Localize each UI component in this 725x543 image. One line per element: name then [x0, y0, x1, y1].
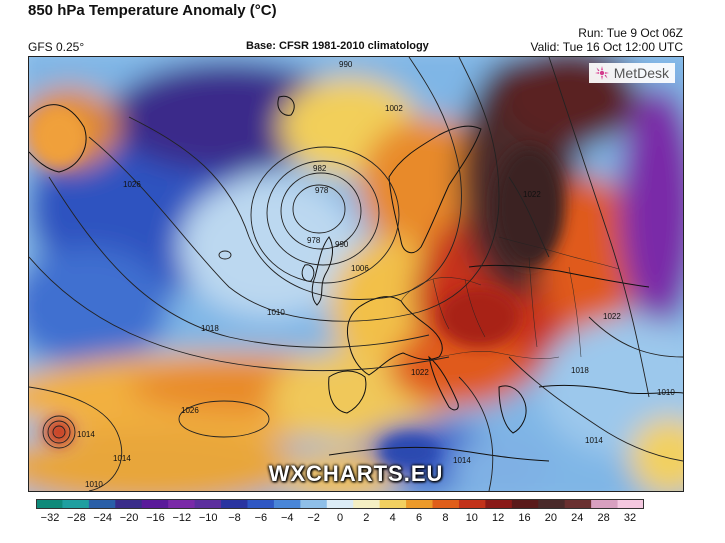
temperature-anomaly-map: 982 978 978 990 1002 1006 1010 1018 1026…	[28, 56, 684, 492]
colorbar-swatch	[458, 499, 486, 509]
colorbar-tick-label: −6	[254, 512, 268, 524]
isobar-label: 1010	[85, 480, 103, 489]
colorbar-tick-label: −20	[119, 512, 139, 524]
metdesk-logo-icon	[594, 66, 609, 80]
colorbar-swatch	[406, 499, 434, 509]
climatology-base-label: Base: CFSR 1981-2010 climatology	[246, 40, 429, 52]
anomaly-field	[29, 57, 683, 491]
colorbar-tick-label: −12	[172, 512, 192, 524]
colorbar-swatch	[538, 499, 566, 509]
isobar-label: 982	[313, 164, 327, 173]
isobars	[29, 57, 683, 491]
colorbar-swatch	[247, 499, 275, 509]
isobar-labels: 982 978 978 990 1002 1006 1010 1018 1026…	[77, 60, 675, 489]
colorbar-tick-label: −2	[307, 512, 320, 524]
colorbar-swatch	[194, 499, 222, 509]
colorbar-swatch	[141, 499, 169, 509]
isobar-label: 1014	[585, 436, 603, 445]
isobar-label: 1014	[453, 456, 471, 465]
colorbar-tick-label: −16	[146, 512, 165, 524]
isobar-label: 1014	[113, 454, 131, 463]
model-label: GFS 0.25°	[28, 40, 85, 54]
colorbar-tick-label: −28	[67, 512, 86, 524]
wxcharts-watermark: WXCHARTS.EU	[268, 461, 444, 486]
isobar-label: 1002	[385, 104, 403, 113]
chart-title: 850 hPa Temperature Anomaly (°C)	[28, 2, 277, 19]
isobar-label: 1026	[123, 180, 141, 189]
metdesk-brand-label: MetDesk	[613, 65, 669, 81]
colorbar-swatch	[168, 499, 196, 509]
isobar-label: 1022	[411, 368, 429, 377]
isobar-label: 978	[307, 236, 321, 245]
isobar-label: 1018	[571, 366, 589, 375]
colorbar-tick-label: 2	[363, 512, 370, 524]
colorbar-swatches	[36, 499, 644, 509]
colorbar-tick-label: 20	[544, 512, 558, 524]
colorbar-tick-label: 0	[336, 512, 344, 524]
run-time-label: Run: Tue 9 Oct 06Z	[578, 26, 683, 40]
colorbar-swatch	[88, 499, 116, 509]
isobar-label: 1022	[603, 312, 621, 321]
colorbar-tick-label: −4	[280, 512, 294, 524]
colorbar-swatch	[564, 499, 592, 509]
isobar-label: 990	[335, 240, 349, 249]
colorbar-swatch	[591, 499, 619, 509]
colorbar-tick-label: −24	[93, 512, 113, 524]
colorbar-swatch	[221, 499, 248, 509]
colorbar	[36, 499, 644, 509]
colorbar-tick-labels: −32 −28 −24 −20 −16 −12 −10 −8 −6 −4 −2 0 2 4 6 8 10 12 16…	[36, 512, 644, 528]
isobar-label: 990	[339, 60, 353, 69]
colorbar-tick-label: −32	[40, 512, 60, 524]
isobar-label: 1006	[351, 264, 369, 273]
colorbar-swatch	[115, 499, 143, 509]
map-canvas: 982 978 978 990 1002 1006 1010 1018 1026…	[29, 57, 683, 491]
chart-header: 850 hPa Temperature Anomaly (°C) GFS 0.2…	[0, 0, 725, 56]
colorbar-tick-label: 28	[597, 512, 610, 524]
isobar-label: 1018	[201, 324, 219, 333]
colorbar-swatch	[432, 499, 460, 509]
country-borders	[400, 236, 620, 359]
isobar-label: 1014	[77, 430, 95, 439]
colorbar-swatch	[36, 499, 63, 509]
colorbar-tick-label: 32	[623, 512, 637, 524]
isobar-label: 1022	[523, 190, 541, 199]
colorbar-swatch	[300, 499, 328, 509]
colorbar-tick-label: 12	[492, 512, 505, 524]
anomaly-detail	[31, 107, 564, 470]
valid-time-label: Valid: Tue 16 Oct 12:00 UTC	[530, 40, 683, 54]
isobar-label: 978	[315, 186, 329, 195]
colorbar-tick-label: 10	[465, 512, 478, 524]
colorbar-tick-label: 6	[416, 512, 423, 524]
colorbar-tick-label: −10	[198, 512, 218, 524]
colorbar-swatch	[379, 499, 407, 509]
metdesk-brand: MetDesk	[588, 63, 675, 83]
colorbar-swatch	[273, 499, 301, 509]
colorbar-swatch	[353, 499, 381, 509]
isobar-label: 1010	[657, 388, 675, 397]
colorbar-tick-label: 24	[571, 512, 584, 524]
isobar-label: 1026	[181, 406, 199, 415]
colorbar-tick-label: −8	[228, 512, 241, 524]
colorbar-border	[36, 499, 644, 509]
colorbar-swatch	[511, 499, 539, 509]
colorbar-swatch	[617, 499, 644, 509]
colorbar-swatch	[485, 499, 513, 509]
colorbar-tick-label: 4	[389, 512, 396, 524]
colorbar-tick-label: 16	[518, 512, 531, 524]
colorbar-swatch	[326, 499, 354, 509]
colorbar-swatch	[62, 499, 90, 509]
isobar-label: 1010	[267, 308, 285, 317]
colorbar-tick-label: 8	[442, 512, 449, 524]
